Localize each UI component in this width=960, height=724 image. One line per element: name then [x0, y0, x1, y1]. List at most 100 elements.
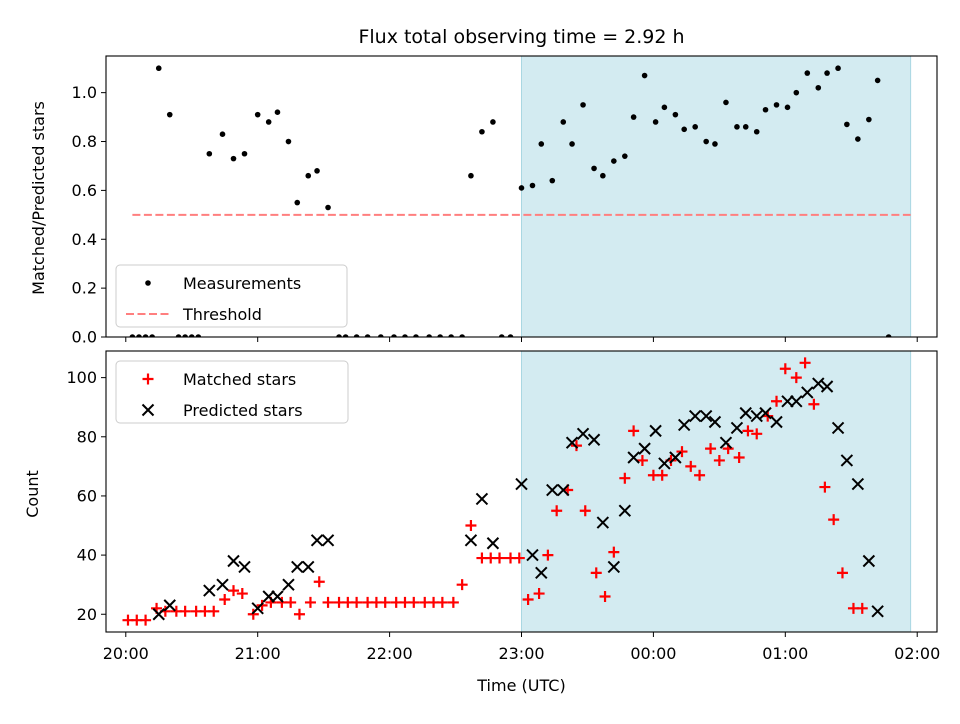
y-tick-label: 60 [77, 486, 97, 505]
legend: Measurements Threshold [115, 264, 348, 328]
measurements-point [529, 182, 536, 189]
threshold-legend-label: Threshold [182, 305, 262, 324]
measurements-point [569, 141, 575, 147]
matched-stars-point [619, 472, 631, 484]
measurements-point [855, 136, 861, 142]
matched-stars-point [494, 552, 506, 564]
measurements-point [641, 72, 648, 79]
measurements-point [591, 165, 597, 172]
measurements-point [188, 334, 195, 337]
predicted-stars-point [820, 380, 834, 393]
top-y-axis-label: Matched/Predicted stars [29, 101, 48, 295]
predicted-stars-point [790, 395, 803, 408]
predicted-stars-point [565, 436, 579, 449]
matched-stars-point [628, 425, 640, 437]
measurements-point [459, 334, 465, 337]
predicted-stars-point [251, 602, 264, 615]
matched-stars-point [808, 398, 820, 410]
matched-stars-point [599, 591, 611, 603]
predicted-stars-point [677, 418, 691, 432]
measurements-point [448, 334, 454, 337]
predicted-stars-point [759, 406, 772, 420]
matched-stars-point [456, 579, 468, 591]
matched-stars-point [236, 588, 248, 600]
measurements-point [353, 334, 360, 337]
measurements-point [734, 124, 740, 130]
measurements-point [661, 104, 668, 111]
predicted-stars-point [801, 386, 814, 399]
bottom-y-axis-label: Count [23, 470, 42, 518]
x-tick-label: 21:00 [235, 644, 281, 663]
x-tick-label: 22:00 [367, 644, 413, 663]
x-tick-label: 00:00 [630, 644, 676, 663]
measurements-point [723, 99, 729, 106]
predicted-stars-point [321, 534, 335, 547]
predicted-stars-point [649, 424, 662, 438]
predicted-stars-point [596, 516, 610, 529]
measurements-point [413, 334, 419, 337]
matched-stars-point [247, 608, 259, 620]
predicted-stars-point [708, 415, 722, 429]
measurements-point [753, 128, 760, 135]
matched-stars-point [522, 593, 534, 605]
matched-stars-legend-marker [142, 373, 154, 385]
x-tick-label: 01:00 [762, 644, 808, 663]
measurements-point [692, 124, 698, 130]
predicted-stars-point [587, 433, 601, 446]
measurements-legend-label: Measurements [183, 274, 301, 293]
matched-stars-point [828, 514, 840, 526]
predicted-stars-point [699, 409, 713, 423]
predicted-stars-point [719, 436, 733, 449]
measurements-point [305, 172, 312, 179]
predicted-stars-point [871, 605, 884, 618]
predicted-stars-point [770, 415, 783, 429]
plot-panel-2: 20 40 60 80 100 20:00 21:00 22:00 23:00 00:00 01:0… [66, 350, 940, 663]
measurements-point [426, 334, 432, 337]
measurements-point [342, 334, 349, 337]
matched-stars-point [608, 546, 620, 558]
predicted-stars-legend-label: Predicted stars [183, 401, 303, 420]
y-tick-label: 0.8 [72, 132, 97, 151]
measurements-point [885, 334, 892, 337]
matched-stars-point [799, 357, 811, 369]
predicted-stars-point [546, 483, 559, 497]
matched-stars-point [304, 596, 316, 608]
matched-stars-point [742, 425, 754, 437]
matched-stars-point [551, 505, 563, 517]
matched-stars-point [542, 549, 554, 561]
measurements-point [166, 111, 173, 118]
matched-stars-point [351, 596, 363, 608]
predicted-stars-point [812, 377, 825, 390]
measurements-legend-marker [145, 280, 151, 286]
measurements-point [136, 334, 142, 337]
predicted-stars-point [669, 451, 682, 464]
measurements-point [391, 334, 397, 337]
plot-panel-1: 0.0 0.2 0.4 0.6 0.8 1.0 Measurements Threshold [72, 55, 938, 347]
predicted-stars-point [658, 457, 671, 470]
measurements-point [622, 153, 628, 159]
legend-box [115, 264, 348, 328]
matched-stars-point [579, 505, 591, 517]
predicted-stars-point [618, 504, 632, 517]
measurements-point [206, 150, 213, 157]
measurements-point [560, 119, 567, 125]
measurements-point [762, 106, 769, 113]
measurements-point [195, 334, 202, 337]
matched-stars-point [733, 451, 745, 463]
predicted-stars-point [464, 534, 478, 547]
measurements-point [285, 138, 292, 145]
matched-stars-point [590, 567, 602, 579]
x-axis-label: Time (UTC) [476, 676, 565, 695]
matched-stars-point [771, 395, 783, 407]
predicted-stars-point [282, 578, 295, 591]
data-marks [122, 357, 884, 626]
measurements-point [703, 138, 709, 145]
measurements-point [518, 185, 525, 191]
x-tick-label: 02:00 [894, 644, 940, 663]
measurements-point [241, 150, 248, 157]
predicted-stars-point [535, 566, 548, 580]
predicted-stars-point [271, 590, 284, 603]
measurements-point [611, 158, 617, 164]
matched-stars-point [856, 602, 868, 614]
